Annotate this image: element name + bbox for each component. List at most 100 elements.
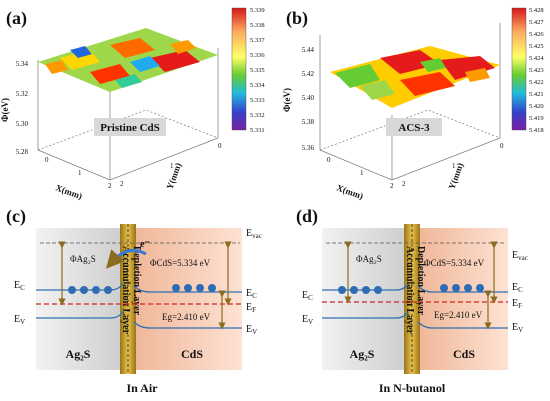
accumulation-layer-text: Accumulation Layer	[120, 246, 131, 335]
svg-text:5.428: 5.428	[529, 7, 544, 14]
ag2s-ev-line	[322, 311, 409, 319]
svg-text:5.427: 5.427	[529, 19, 544, 26]
svg-text:5.30: 5.30	[16, 120, 29, 128]
ag2s-electrons	[68, 286, 112, 294]
ev-left-label: EV	[14, 314, 25, 326]
svg-text:5.28: 5.28	[16, 148, 29, 156]
x-ticks: 0 1 2	[327, 156, 394, 190]
svg-text:5.426: 5.426	[529, 31, 544, 38]
svg-text:5.331: 5.331	[250, 127, 265, 134]
depletion-layer-text: Depletion Layer	[415, 246, 426, 316]
svg-text:0: 0	[500, 142, 504, 150]
svg-text:5.339: 5.339	[250, 7, 265, 14]
surface-label-box	[386, 118, 442, 136]
axes-box	[319, 23, 501, 181]
svg-text:5.34: 5.34	[16, 60, 29, 68]
svg-text:2: 2	[108, 182, 112, 190]
surface-label-box	[94, 118, 166, 136]
cds-ec-line	[417, 285, 508, 293]
surface-label: Pristine CdS	[100, 122, 160, 134]
y-axis-label: Y(mm)	[164, 161, 183, 190]
phi-ag2s-label: ΦAg₂S	[70, 254, 96, 264]
colorbar-ticks: 5.339 5.338 5.337 5.336 5.335 5.334 5.33…	[250, 7, 265, 134]
phi-cds-label: ΦCdS=5.334 eV	[150, 258, 211, 268]
ev-right-label: EV	[246, 324, 257, 336]
cds-electrons	[172, 284, 216, 292]
ag2s-ev-line	[36, 309, 125, 319]
panel-label: (d)	[296, 206, 318, 227]
svg-text:5.425: 5.425	[529, 43, 544, 50]
panel-c: (c) Depletion Layer Accumulation Layer e…	[6, 206, 262, 395]
svg-text:2: 2	[120, 180, 124, 188]
svg-text:1: 1	[78, 169, 82, 177]
panel-label: (a)	[6, 8, 27, 29]
panel-caption: In N-butanol	[379, 381, 446, 395]
svg-text:5.421: 5.421	[529, 91, 544, 98]
z-axis-label: Φ(eV)	[0, 98, 10, 122]
ef-label: EF	[512, 298, 522, 310]
y-axis-label: Y(mm)	[446, 161, 465, 190]
x-ticks: 0 1 2	[45, 156, 112, 190]
panel-a: (a) Pristine CdS 5.34 5.32 5.30 5.28	[0, 7, 265, 201]
left-material-label: Ag₂S	[350, 347, 375, 361]
svg-text:5.334: 5.334	[250, 82, 265, 89]
svg-text:0: 0	[45, 156, 49, 164]
svg-text:5.44: 5.44	[302, 46, 315, 54]
electron-transfer-arrow	[106, 248, 147, 269]
svg-text:0: 0	[327, 156, 331, 164]
svg-text:1: 1	[170, 162, 174, 170]
phi-cds-label: ΦCdS=5.334 eV	[424, 258, 485, 268]
evac-label: Evac	[512, 250, 528, 262]
ef-label: EF	[246, 302, 256, 314]
right-material-label: CdS	[453, 347, 475, 361]
workfunction-surface	[330, 46, 500, 108]
x-axis-label: X(mm)	[54, 182, 83, 201]
workfunction-surface	[38, 28, 218, 92]
z-axis-label: Φ(eV)	[282, 88, 292, 112]
svg-text:1: 1	[360, 169, 364, 177]
ec-right-label: EC	[246, 288, 257, 300]
svg-text:5.32: 5.32	[16, 90, 29, 98]
ec-right-label: EC	[512, 282, 523, 294]
svg-text:5.424: 5.424	[529, 55, 544, 62]
svg-text:5.40: 5.40	[302, 94, 315, 102]
panel-label: (c)	[6, 206, 26, 227]
svg-text:5.36: 5.36	[302, 144, 315, 152]
x-axis-label: X(mm)	[335, 182, 364, 201]
svg-text:5.420: 5.420	[529, 103, 544, 110]
ag2s-ec-line	[322, 283, 409, 291]
accumulation-layer-text: Accumulation Layer	[404, 246, 415, 335]
cds-ev-line	[417, 321, 508, 329]
evac-label: Evac	[246, 228, 262, 240]
panel-label: (b)	[286, 8, 308, 29]
cds-ec-line	[133, 285, 242, 293]
y-ticks: 2 1 0	[402, 142, 504, 188]
svg-text:5.333: 5.333	[250, 97, 265, 104]
ev-left-label: EV	[302, 314, 313, 326]
right-material-label: CdS	[181, 347, 203, 361]
ec-left-label: EC	[14, 280, 25, 292]
bandgap-label: Eg=2.410 eV	[434, 310, 483, 320]
z-ticks: 5.34 5.32 5.30 5.28	[16, 60, 29, 156]
ev-right-label: EV	[512, 322, 523, 334]
surface-label: ACS-3	[398, 122, 430, 134]
svg-text:5.335: 5.335	[250, 67, 265, 74]
svg-text:5.422: 5.422	[529, 79, 544, 86]
z-ticks: 5.44 5.42 5.40 5.38 5.36	[302, 46, 315, 152]
depletion-layer-text: Depletion Layer	[131, 246, 142, 316]
y-ticks: 2 1 0	[120, 142, 222, 188]
svg-text:5.42: 5.42	[302, 70, 315, 78]
panel-b: (b) ACS-3 5.44 5.42 5.40 5.38 5.36 Φ(eV)	[282, 7, 544, 201]
svg-text:2: 2	[390, 182, 394, 190]
ag2s-region	[36, 228, 120, 370]
svg-text:5.418: 5.418	[529, 127, 544, 134]
svg-text:5.419: 5.419	[529, 115, 544, 122]
ec-left-label: EC	[302, 290, 313, 302]
left-material-label: Ag₂S	[66, 347, 91, 361]
electron-label: e⁻	[140, 239, 150, 250]
ag2s-electrons	[338, 286, 382, 294]
svg-text:5.38: 5.38	[302, 118, 315, 126]
panel-caption: In Air	[126, 381, 158, 395]
svg-text:5.338: 5.338	[250, 22, 265, 29]
panel-d: (d) Depletion Layer Accumulation Layer Φ…	[296, 206, 528, 395]
